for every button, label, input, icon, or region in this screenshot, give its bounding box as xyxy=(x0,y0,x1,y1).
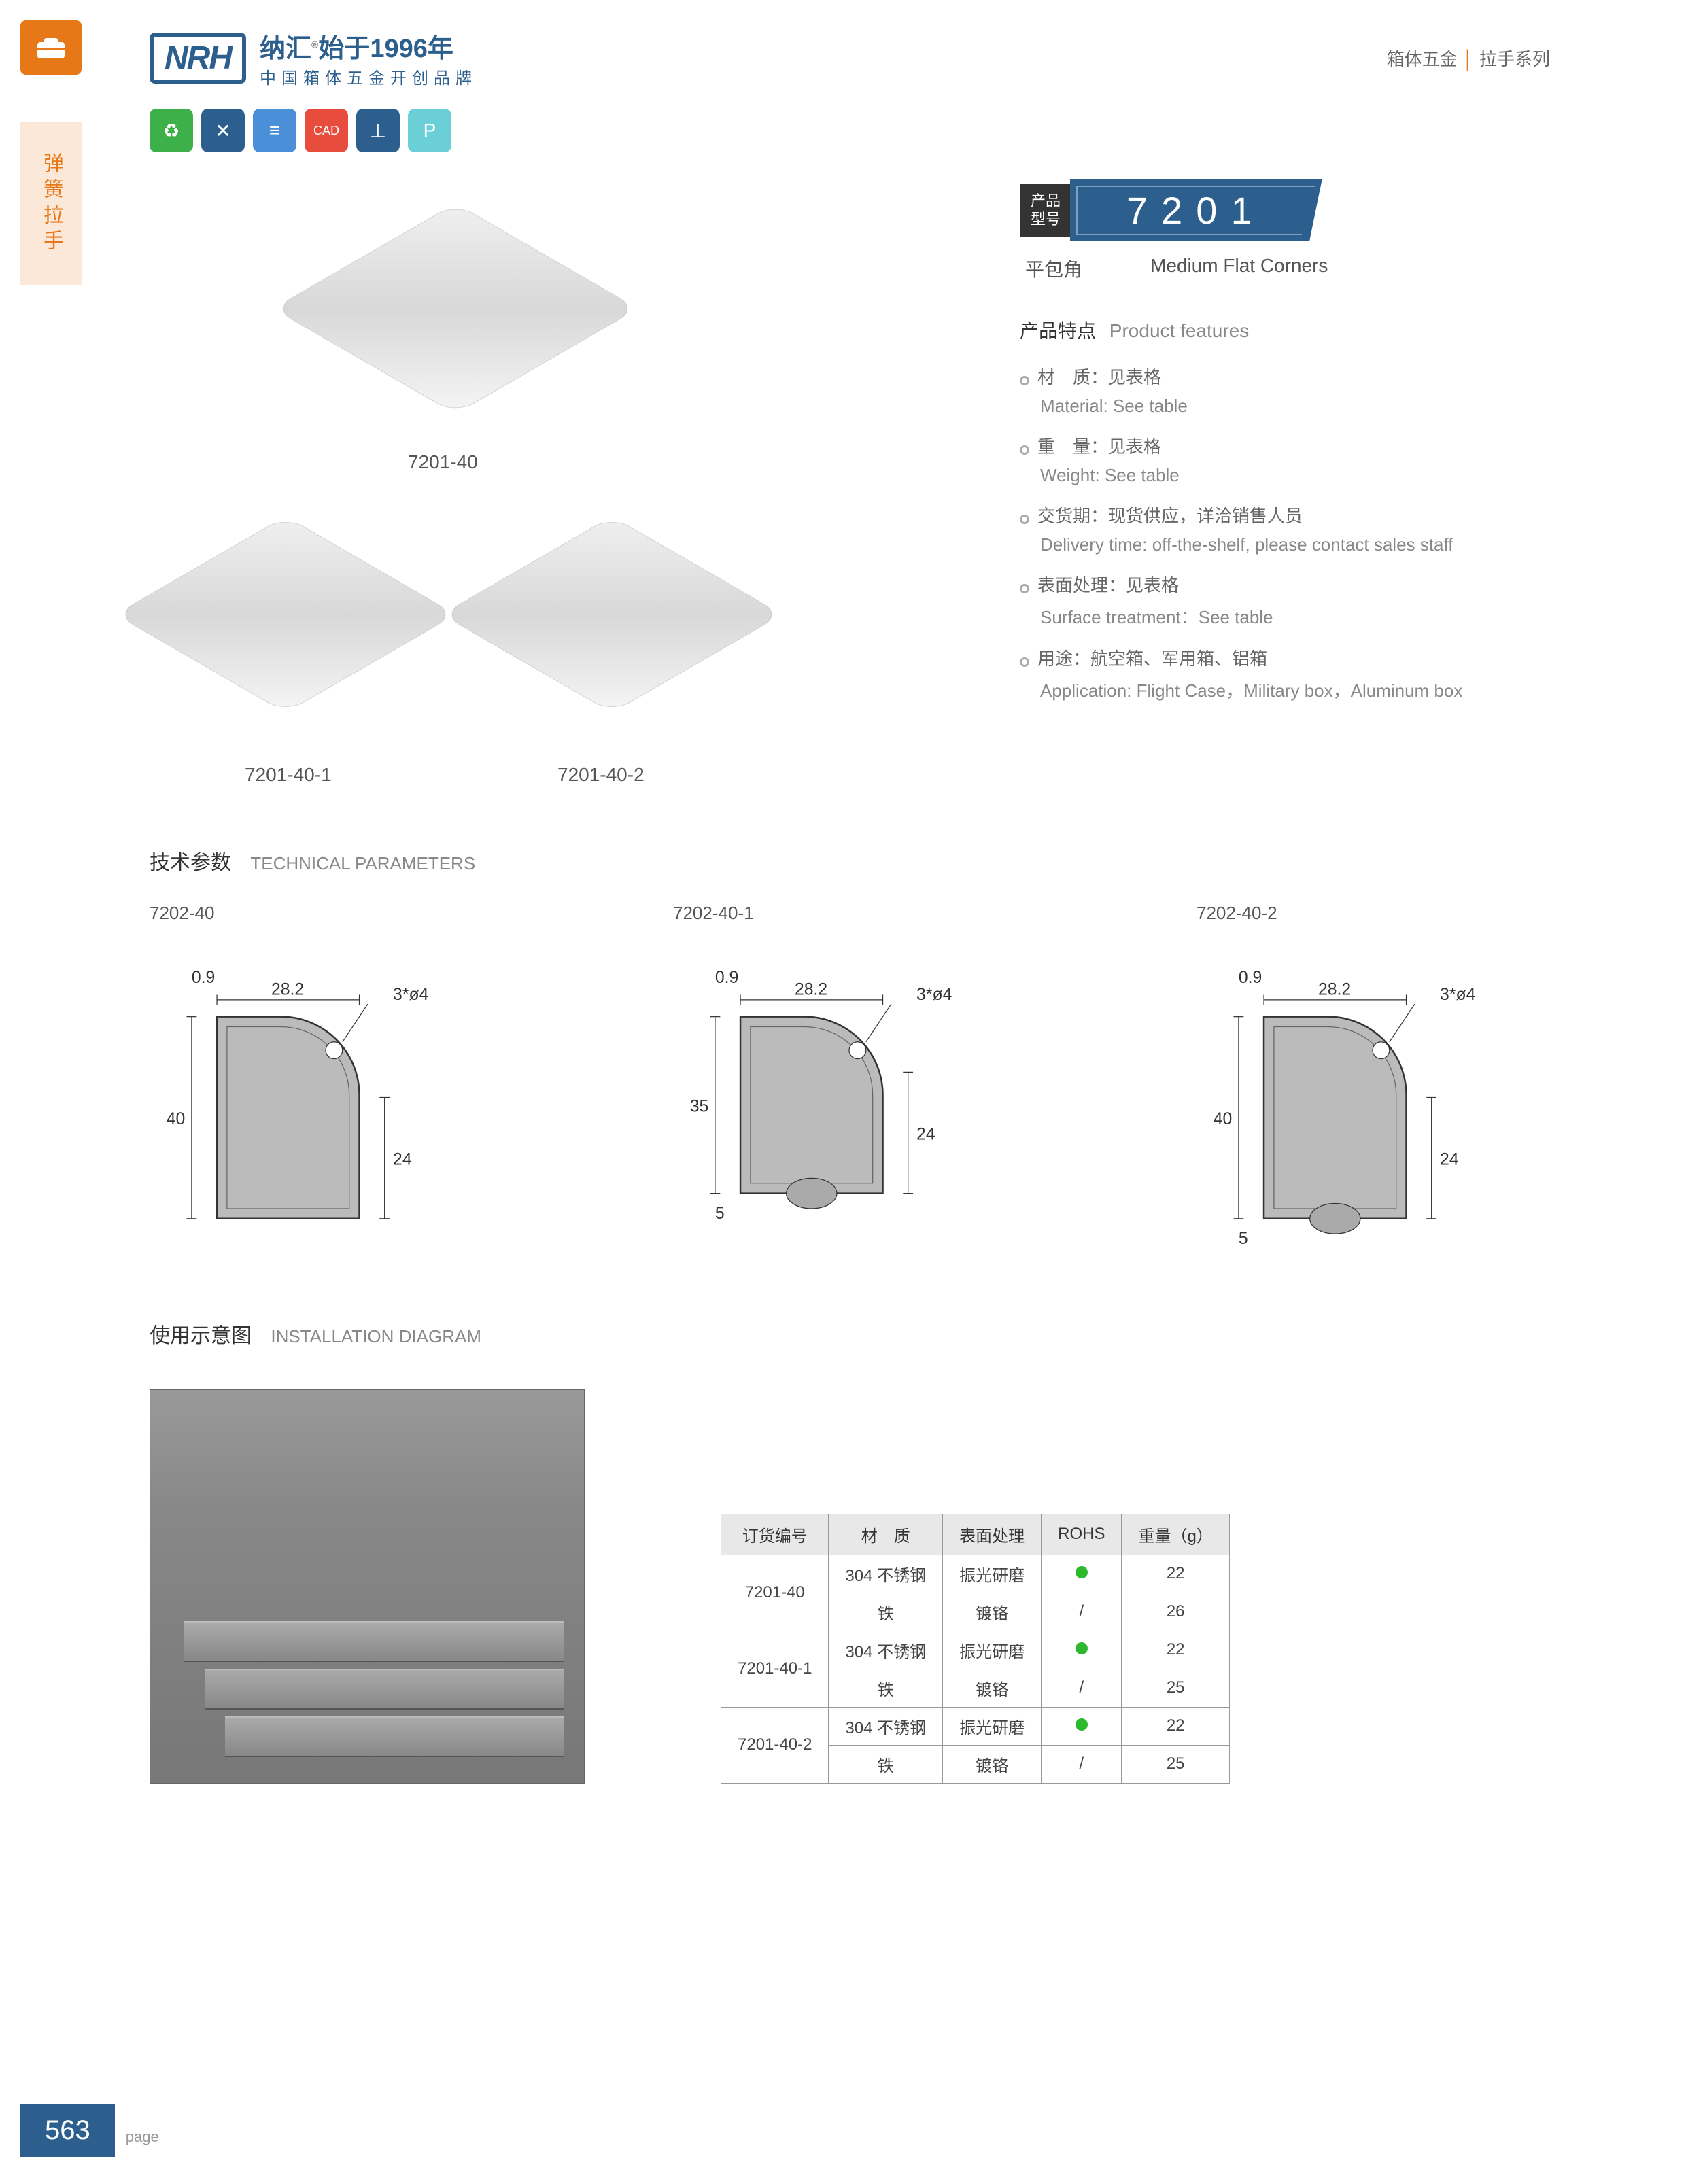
product-name: 平包角 Medium Flat Corners xyxy=(1025,255,1550,282)
brand-cn: 纳汇 xyxy=(260,35,311,63)
name-en: Medium Flat Corners xyxy=(1150,255,1328,282)
tech-diagram: 7202-40-20.928.23*ø440245 xyxy=(1197,903,1550,1264)
model-badge: 产品 型号 7201 xyxy=(1020,179,1550,241)
product-image-2 xyxy=(115,516,456,713)
svg-text:3*ø4: 3*ø4 xyxy=(916,986,952,1004)
svg-text:40: 40 xyxy=(1214,1110,1233,1128)
logo: NRH xyxy=(150,33,246,84)
series-text: 拉手系列 xyxy=(1479,49,1550,69)
feature-icon: ✕ xyxy=(201,109,245,152)
product-info: 产品 型号 7201 平包角 Medium Flat Corners 产品特点 … xyxy=(1020,179,1550,791)
tech-title: 技术参数 TECHNICAL PARAMETERS xyxy=(150,846,1550,876)
name-cn: 平包角 xyxy=(1025,255,1082,282)
header-category: 箱体五金│拉手系列 xyxy=(1387,46,1550,71)
features-list: 材 质：见表格Material: See table 重 量：见表格Weight:… xyxy=(1020,364,1550,702)
svg-text:0.9: 0.9 xyxy=(192,969,215,987)
feature-icon: P xyxy=(408,109,451,152)
svg-text:28.2: 28.2 xyxy=(271,980,304,999)
feature-icons-row: ♻✕≡CAD⊥P xyxy=(150,109,1686,152)
feature-icon: ≡ xyxy=(253,109,296,152)
svg-text:28.2: 28.2 xyxy=(795,980,827,999)
image-label: 7201-40 xyxy=(408,451,478,473)
brand-sub: 中国箱体五金开创品牌 xyxy=(260,65,477,88)
svg-text:24: 24 xyxy=(1440,1151,1459,1169)
feature-item: 用途：航空箱、军用箱、铝箱Application: Flight Case，Mi… xyxy=(1020,645,1550,702)
side-tab: 弹簧拉手 xyxy=(20,122,82,285)
install-title: 使用示意图 INSTALLATION DIAGRAM xyxy=(150,1319,1550,1349)
model-number: 7201 xyxy=(1070,179,1322,241)
separator: │ xyxy=(1463,49,1474,69)
install-title-cn: 使用示意图 xyxy=(150,1325,252,1347)
table-row: 7201-40-1304 不锈钢振光研磨22 xyxy=(721,1631,1230,1669)
side-category-icon xyxy=(20,20,82,75)
product-image-1 xyxy=(273,203,638,415)
svg-text:5: 5 xyxy=(1239,1230,1248,1248)
tech-title-en: TECHNICAL PARAMETERS xyxy=(250,853,475,873)
product-images: 7201-40 7201-40-1 7201-40-2 xyxy=(150,179,979,791)
svg-text:35: 35 xyxy=(690,1098,709,1116)
feature-item: 材 质：见表格Material: See table xyxy=(1020,364,1550,417)
image-label: 7201-40-2 xyxy=(557,764,644,786)
svg-text:3*ø4: 3*ø4 xyxy=(393,986,429,1004)
feature-item: 交货期：现货供应，详洽销售人员Delivery time: off-the-sh… xyxy=(1020,502,1550,555)
tech-diagrams: 7202-400.928.23*ø440247202-40-10.928.23*… xyxy=(150,903,1550,1264)
model-label: 产品 型号 xyxy=(1020,184,1071,237)
table-header: 订货编号 xyxy=(721,1514,829,1555)
table-header: 表面处理 xyxy=(943,1514,1042,1555)
table-header: 材 质 xyxy=(829,1514,943,1555)
tech-diagram: 7202-400.928.23*ø44024 xyxy=(150,903,503,1264)
spec-table: 订货编号材 质表面处理ROHS重量（g）7201-40304 不锈钢振光研磨22… xyxy=(721,1514,1230,1784)
svg-text:3*ø4: 3*ø4 xyxy=(1440,986,1476,1004)
feature-icon: ⊥ xyxy=(356,109,400,152)
page-footer: 563 page xyxy=(20,2104,159,2157)
svg-text:24: 24 xyxy=(916,1125,935,1143)
table-header: ROHS xyxy=(1042,1514,1122,1555)
install-title-en: INSTALLATION DIAGRAM xyxy=(271,1326,481,1347)
feature-icon: ♻ xyxy=(150,109,193,152)
table-header: 重量（g） xyxy=(1122,1514,1229,1555)
brand-year: 始于1996年 xyxy=(318,35,453,63)
page-label: page xyxy=(126,2128,159,2146)
feature-item: 表面处理：见表格Surface treatment：See table xyxy=(1020,572,1550,629)
svg-text:40: 40 xyxy=(167,1110,186,1128)
category-text: 箱体五金 xyxy=(1387,49,1458,69)
svg-text:0.9: 0.9 xyxy=(715,969,738,987)
logo-area: NRH 纳汇®始于1996年 中国箱体五金开创品牌 xyxy=(150,27,477,88)
product-image-3 xyxy=(441,516,782,713)
svg-text:28.2: 28.2 xyxy=(1318,980,1351,999)
svg-text:0.9: 0.9 xyxy=(1239,969,1262,987)
features-title: 产品特点 Product features xyxy=(1020,316,1550,343)
page-header: NRH 纳汇®始于1996年 中国箱体五金开创品牌 箱体五金│拉手系列 xyxy=(0,0,1686,88)
image-label: 7201-40-1 xyxy=(245,764,332,786)
ftitle-en: Product features xyxy=(1109,320,1249,341)
install-image xyxy=(150,1389,585,1784)
tech-title-cn: 技术参数 xyxy=(150,852,231,874)
svg-text:5: 5 xyxy=(715,1204,725,1223)
feature-item: 重 量：见表格Weight: See table xyxy=(1020,433,1550,486)
tech-diagram: 7202-40-10.928.23*ø435245 xyxy=(673,903,1027,1264)
svg-text:24: 24 xyxy=(393,1151,412,1169)
ftitle-cn: 产品特点 xyxy=(1020,320,1096,341)
table-row: 7201-40304 不锈钢振光研磨22 xyxy=(721,1555,1230,1593)
feature-icon: CAD xyxy=(305,109,348,152)
table-row: 7201-40-2304 不锈钢振光研磨22 xyxy=(721,1707,1230,1745)
page-number: 563 xyxy=(20,2104,115,2157)
reg-mark: ® xyxy=(311,39,318,50)
brand-text: 纳汇®始于1996年 中国箱体五金开创品牌 xyxy=(260,27,477,88)
